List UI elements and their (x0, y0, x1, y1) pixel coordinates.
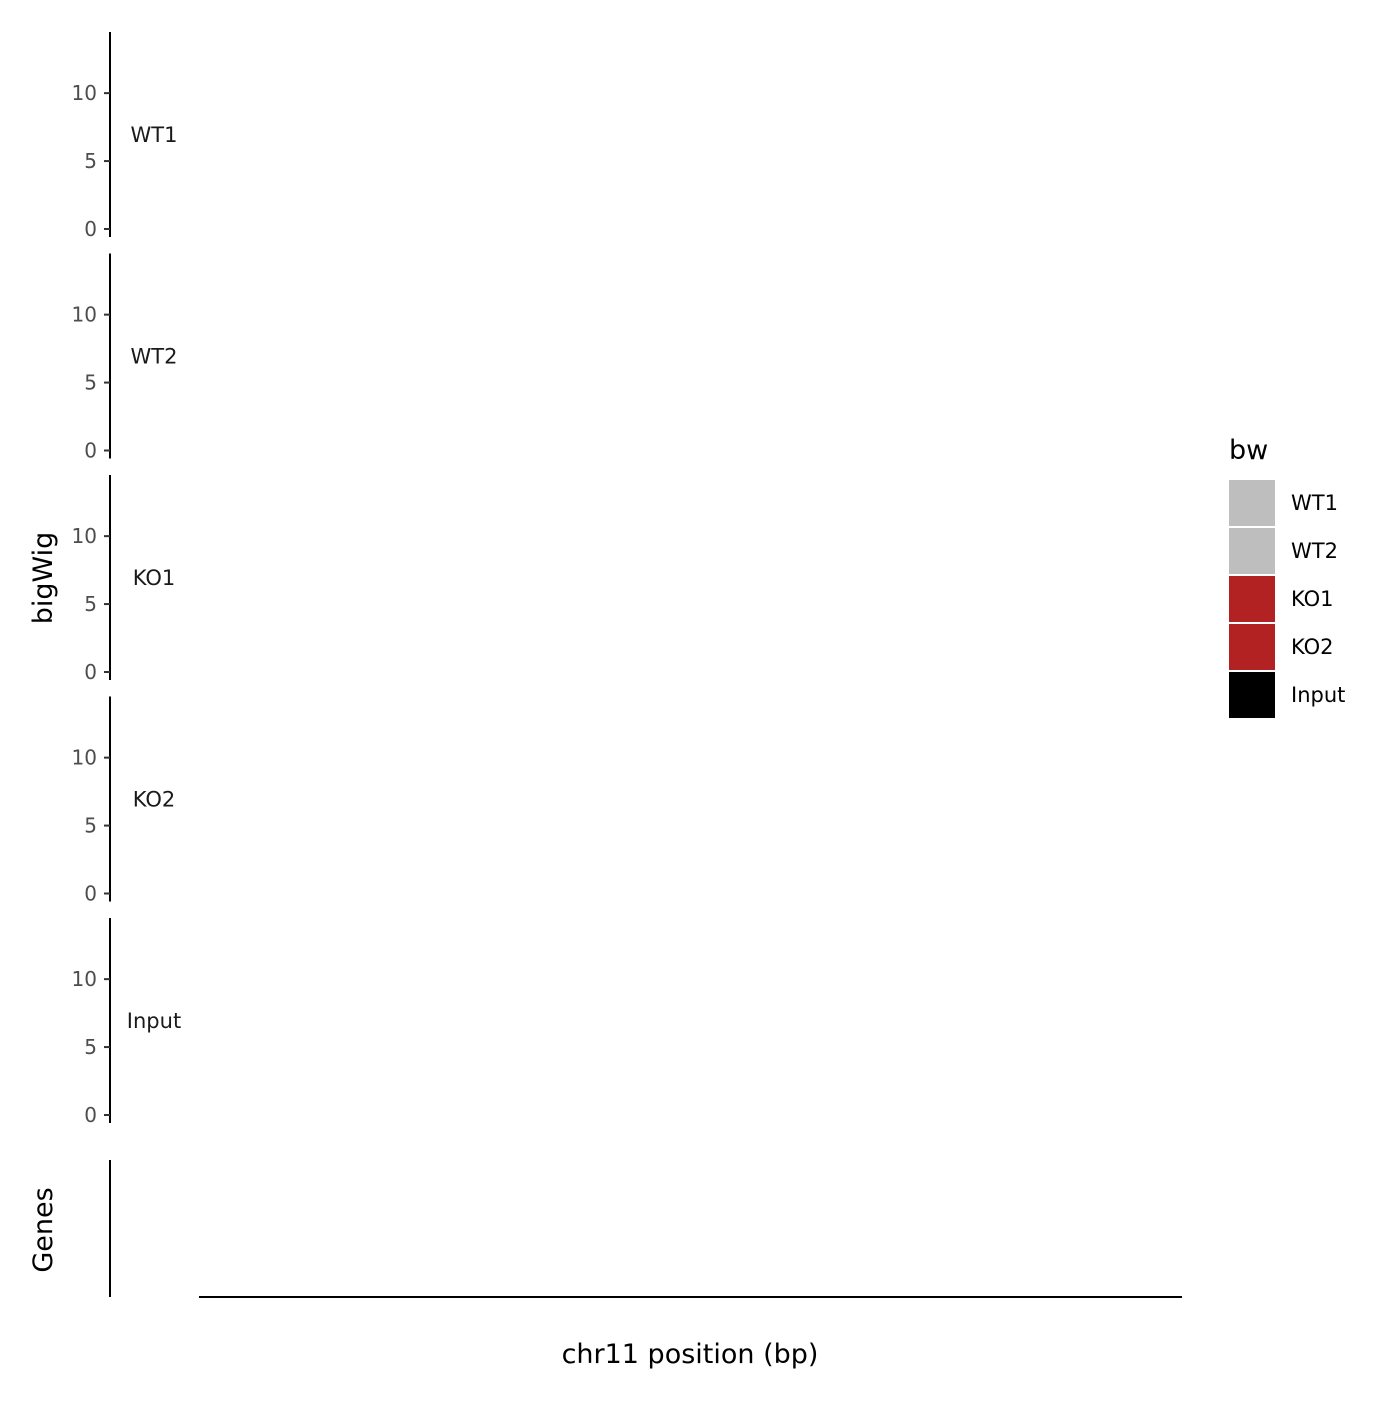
legend: bw WT1 WT2 KO1 KO2 Input (1229, 435, 1345, 718)
y-tick-label: 0 (84, 439, 97, 463)
track-wt2: 0 5 10 WT2 (72, 253, 178, 463)
legend-item-wt2: WT2 (1229, 528, 1338, 574)
y-tick-label: 10 (72, 524, 97, 548)
y-tick-label: 10 (72, 967, 97, 991)
legend-label: KO1 (1291, 587, 1334, 611)
legend-item-input: Input (1229, 672, 1345, 718)
legend-swatch (1229, 480, 1275, 526)
y-tick-label: 10 (72, 81, 97, 105)
legend-label: Input (1291, 683, 1345, 707)
y-axis-title: bigWig (28, 532, 59, 625)
genes-axis-title: Genes (28, 1187, 59, 1272)
signal-tracks: 0 5 10 WT1 0 5 10 WT2 0 5 10 KO1 0 5 10 KO2 0 5 10 Input (72, 32, 181, 1127)
legend-item-ko2: KO2 (1229, 624, 1334, 670)
legend-swatch (1229, 624, 1275, 670)
y-tick-label: 10 (72, 303, 97, 327)
y-tick-label: 0 (84, 660, 97, 684)
legend-item-wt1: WT1 (1229, 480, 1338, 526)
track-ko1: 0 5 10 KO1 (72, 475, 176, 684)
y-tick-label: 10 (72, 746, 97, 770)
track-label: WT1 (131, 123, 178, 147)
y-tick-label: 0 (84, 1103, 97, 1127)
x-axis-title: chr11 position (bp) (562, 1339, 819, 1370)
legend-items: WT1 WT2 KO1 KO2 Input (1229, 480, 1345, 718)
y-tick-label: 5 (84, 592, 97, 616)
track-input: 0 5 10 Input (72, 918, 181, 1127)
track-label: KO2 (133, 788, 176, 812)
y-tick-label: 0 (84, 882, 97, 906)
legend-swatch (1229, 672, 1275, 718)
y-tick-label: 5 (84, 371, 97, 395)
legend-item-ko1: KO1 (1229, 576, 1334, 622)
y-tick-label: 5 (84, 149, 97, 173)
gene-annotation-track: Gm16755Mrpl12Hgs (109, 1160, 111, 1297)
y-tick-label: 5 (84, 1035, 97, 1059)
track-ko2: 0 5 10 KO2 (72, 696, 176, 906)
track-label: KO1 (133, 566, 176, 590)
y-tick-label: 5 (84, 814, 97, 838)
x-axis: 120484000120486000120488000 chr11 positi… (199, 1296, 1182, 1370)
legend-label: WT1 (1291, 491, 1338, 515)
legend-swatch (1229, 528, 1275, 574)
legend-label: WT2 (1291, 539, 1338, 563)
y-tick-label: 0 (84, 217, 97, 241)
legend-label: KO2 (1291, 635, 1334, 659)
track-wt1: 0 5 10 WT1 (72, 32, 178, 241)
track-label: WT2 (131, 345, 178, 369)
legend-title: bw (1229, 435, 1268, 466)
track-label: Input (127, 1009, 181, 1033)
legend-swatch (1229, 576, 1275, 622)
